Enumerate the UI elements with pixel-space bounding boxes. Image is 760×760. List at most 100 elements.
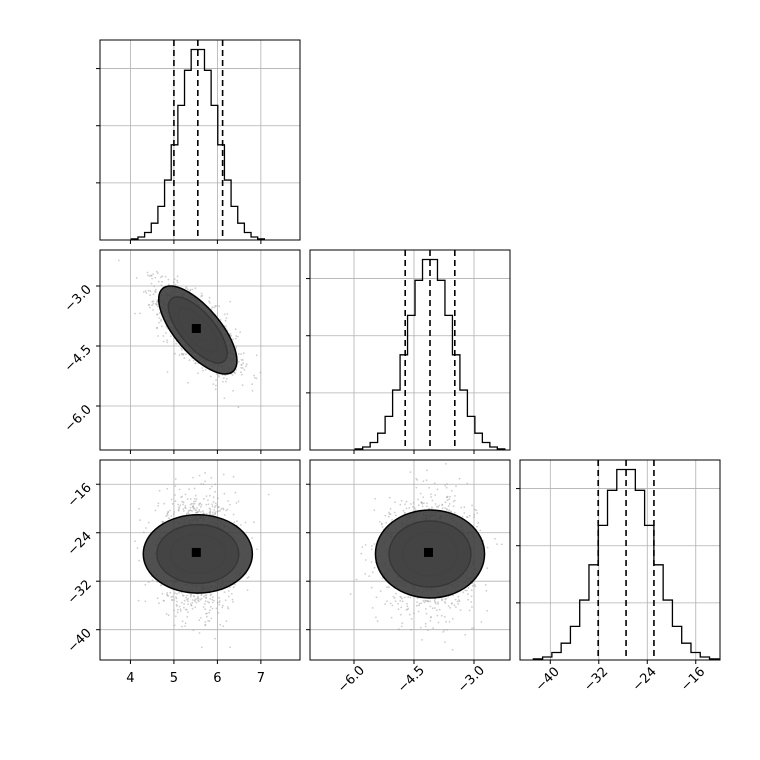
sample-point [474,585,477,588]
histogram-step-1 [354,258,506,450]
sample-point [373,543,376,545]
sample-point [174,494,176,496]
sample-point [192,359,195,362]
sample-point [214,388,217,391]
sample-point [135,277,138,279]
sample-point [170,515,173,517]
sample-point [182,508,185,510]
sample-point [241,359,244,361]
sample-point [406,602,408,605]
sample-point [443,600,446,603]
sample-point [169,591,172,594]
sample-point [242,362,245,365]
sample-point [486,609,489,612]
sample-point [209,508,212,511]
sample-point [227,606,229,608]
x-tick-label: 5 [170,671,178,686]
sample-point [199,506,202,508]
sample-point [444,484,447,487]
sample-point [375,596,378,599]
sample-point [218,597,221,599]
histogram-panel-0 [96,39,301,241]
sample-point [239,331,242,333]
sample-point [214,511,217,514]
sample-point [418,602,421,605]
sample-point [442,631,444,633]
sample-point [156,327,158,330]
sample-point [229,503,231,506]
sample-point [177,608,179,611]
sample-point [413,612,415,615]
sample-point [423,601,426,604]
sample-point [193,487,196,490]
sample-point [364,544,367,546]
sample-point [187,509,190,512]
sample-point [191,602,194,604]
sample-point [453,499,456,502]
sample-point [401,622,404,625]
sample-point [195,498,198,500]
sample-point [426,469,428,472]
sample-point [209,487,212,490]
sample-point [253,521,255,524]
sample-point [215,384,217,387]
sample-point [217,506,220,508]
sample-point [437,601,439,603]
sample-point [405,507,408,510]
sample-point [389,507,392,510]
sample-point [458,477,461,480]
sample-point [415,486,418,489]
sample-point [233,583,236,586]
sample-point [186,594,188,597]
sample-point [161,592,164,595]
sample-point [417,504,420,507]
sample-point [145,292,148,294]
sample-point [187,603,190,605]
sample-point [236,335,239,338]
sample-point [435,505,438,508]
sample-point [147,304,150,306]
sample-point [158,602,160,605]
density-peak [424,547,433,557]
sample-point [445,486,448,489]
sample-point [391,519,393,521]
sample-point [471,584,474,587]
sample-point [388,513,391,515]
sample-point [234,372,236,375]
sample-point [179,504,182,507]
sample-point [189,498,192,500]
sample-point [200,504,203,506]
sample-point [246,589,249,591]
sample-point [451,618,454,620]
sample-point [138,559,141,562]
sample-point [385,521,388,524]
sample-point [191,607,194,610]
sample-point [165,613,168,615]
sample-point [154,509,157,512]
sample-point [176,281,179,284]
sample-point [194,600,197,603]
sample-point [224,599,227,602]
sample-point [446,628,449,631]
sample-point [438,504,440,507]
sample-point [175,603,178,606]
sample-point [153,285,156,287]
sample-point [225,620,228,622]
sample-point [374,497,377,500]
sample-point [391,604,394,607]
sample-point [473,513,476,516]
sample-point [240,364,243,366]
sample-point [213,509,216,511]
sample-point [142,531,145,534]
sample-point [220,508,223,510]
sample-point [223,514,226,516]
sample-point [388,511,390,514]
sample-point [464,589,467,592]
sample-point [421,639,423,641]
sample-point [400,613,402,616]
sample-point [240,366,243,369]
sample-point [360,552,363,555]
sample-point [151,304,154,307]
sample-point [174,352,176,355]
sample-point [227,500,230,502]
